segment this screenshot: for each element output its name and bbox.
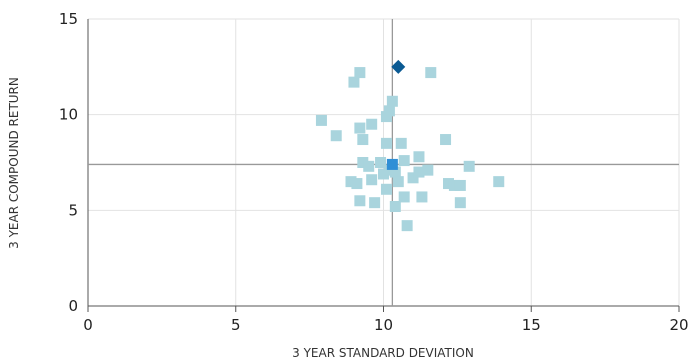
peer-point: [354, 67, 366, 79]
peer-point: [378, 168, 389, 180]
x-tick-label: 15: [522, 316, 541, 334]
peer-point: [363, 160, 375, 172]
peer-point: [392, 176, 404, 188]
peer-point: [395, 137, 407, 149]
x-axis-title: 3 YEAR STANDARD DEVIATION: [292, 346, 474, 360]
peer-point: [413, 151, 425, 163]
peer-point: [330, 130, 342, 142]
peer-point: [383, 164, 395, 176]
peer-point: [380, 111, 392, 123]
peer-point: [380, 183, 392, 195]
peer-point: [380, 137, 392, 149]
average-point: [386, 158, 398, 170]
peer-point: [422, 164, 434, 176]
peer-point: [398, 191, 410, 203]
x-tick-label: 10: [374, 316, 393, 334]
peer-point: [357, 134, 369, 146]
peer-point: [386, 95, 398, 107]
peer-point: [366, 174, 378, 186]
peer-point: [366, 118, 378, 130]
peer-point: [398, 155, 410, 167]
peer-point: [440, 134, 452, 146]
y-axis-title: 3 YEAR COMPOUND RETURN: [7, 77, 21, 249]
peer-point: [383, 105, 395, 117]
tick-labels: 0 5 10 15 20 0 5 10 15: [59, 10, 689, 334]
x-tick-label: 20: [669, 316, 688, 334]
peer-point: [348, 76, 360, 88]
peer-point: [354, 122, 366, 134]
y-tick-label: 15: [59, 10, 78, 28]
peer-point: [357, 157, 369, 168]
peer-point: [351, 178, 363, 190]
y-tick-label: 5: [68, 201, 78, 219]
peer-point: [315, 114, 327, 126]
peer-point: [448, 179, 460, 191]
data-points: [315, 59, 505, 232]
x-tick-label: 0: [83, 316, 93, 334]
peer-point: [416, 191, 428, 203]
peer-point: [454, 179, 466, 191]
peer-point: [345, 176, 357, 188]
peer-point: [375, 157, 387, 168]
peer-point: [354, 195, 366, 207]
peer-point: [389, 201, 401, 213]
peer-point: [425, 67, 437, 79]
peer-point: [389, 166, 401, 178]
peer-point: [443, 178, 455, 190]
axes: [87, 19, 680, 312]
peer-point: [369, 197, 381, 209]
peer-point: [463, 160, 475, 172]
y-tick-label: 0: [68, 297, 78, 315]
peer-point: [407, 172, 419, 184]
peer-point: [401, 220, 413, 232]
y-tick-label: 10: [59, 106, 78, 124]
peer-point: [413, 166, 425, 178]
peer-point: [493, 176, 505, 188]
peer-point: [454, 197, 466, 209]
highlight-point: [391, 59, 406, 74]
x-tick-label: 5: [231, 316, 241, 334]
